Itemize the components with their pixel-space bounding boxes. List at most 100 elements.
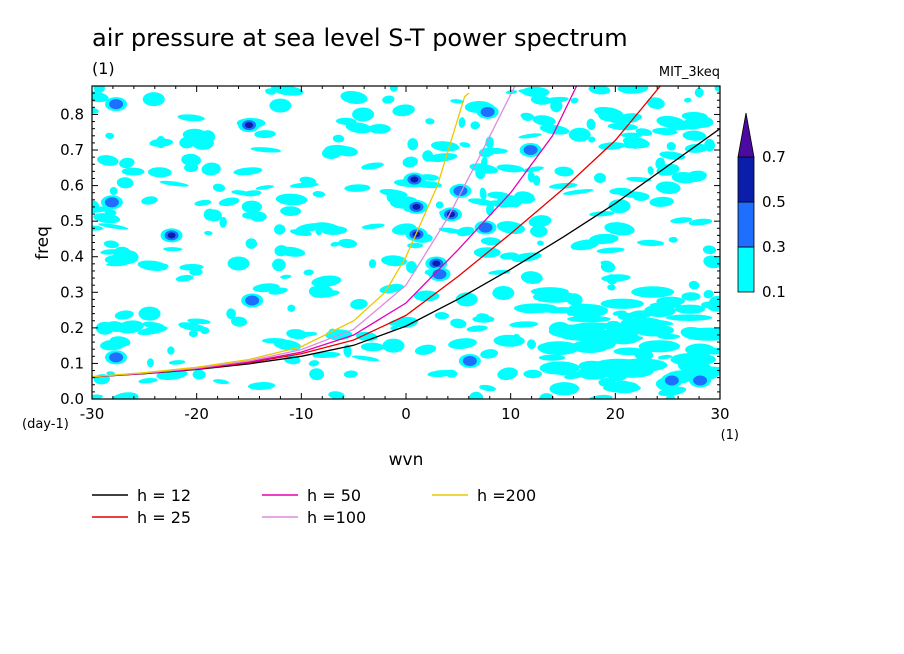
contour-region-mid bbox=[523, 145, 538, 156]
contour-blob bbox=[481, 147, 508, 154]
contour-blob bbox=[233, 167, 263, 176]
contour-blob bbox=[701, 301, 719, 309]
contour-region-mid bbox=[478, 222, 493, 233]
contour-blob bbox=[392, 104, 415, 117]
contour-blob bbox=[593, 172, 606, 184]
series-line bbox=[92, 92, 470, 378]
x-axis-label: wvn bbox=[389, 450, 424, 470]
contour-blob bbox=[694, 87, 704, 98]
contour-region bbox=[227, 256, 250, 271]
contour-blob bbox=[539, 307, 585, 314]
contour-blob bbox=[138, 377, 158, 384]
contour-blob bbox=[299, 176, 317, 186]
contour-blob bbox=[520, 271, 543, 284]
contour-blob bbox=[141, 196, 158, 205]
contour-blob bbox=[647, 166, 654, 175]
contour-blob bbox=[674, 304, 706, 314]
contour-region bbox=[269, 98, 292, 113]
contour-blob bbox=[368, 259, 377, 269]
contour-region bbox=[492, 286, 515, 301]
contour-blob bbox=[666, 141, 676, 151]
contour-blob bbox=[167, 346, 175, 355]
contour-blob bbox=[456, 226, 475, 237]
contour-blob bbox=[530, 225, 548, 238]
contour-blob bbox=[268, 287, 288, 295]
contour-region bbox=[568, 127, 591, 142]
contour-blob bbox=[181, 153, 202, 167]
contour-blob bbox=[528, 215, 552, 228]
contour-blob bbox=[295, 223, 323, 233]
contour-blob bbox=[480, 349, 499, 359]
contour-blob bbox=[466, 325, 488, 332]
contour-blob bbox=[149, 138, 174, 147]
contour-blob bbox=[637, 239, 665, 247]
contour-blob bbox=[548, 182, 578, 189]
contour-blob bbox=[471, 122, 481, 128]
legend-label: h = 50 bbox=[307, 486, 361, 505]
contour-blob bbox=[668, 236, 678, 243]
contour-blob bbox=[493, 334, 525, 347]
contour-blob bbox=[629, 139, 642, 149]
y-tick-label: 0.7 bbox=[60, 141, 84, 159]
contour-blob bbox=[168, 360, 186, 365]
contour-blob bbox=[458, 117, 466, 128]
contour-blob bbox=[92, 394, 103, 399]
contour-blob bbox=[344, 184, 371, 192]
contour-blob bbox=[332, 134, 345, 143]
contour-blob bbox=[527, 171, 536, 183]
contour-blob bbox=[562, 189, 594, 195]
contour-blob bbox=[523, 369, 543, 379]
contour-blob bbox=[231, 316, 248, 327]
contour-blob bbox=[121, 167, 145, 176]
contour-blob bbox=[277, 246, 306, 257]
y-tick-label: 0.8 bbox=[60, 105, 84, 123]
contour-blob bbox=[241, 200, 263, 214]
contour-blob bbox=[684, 97, 692, 103]
contour-region bbox=[191, 135, 214, 150]
contour-blob bbox=[438, 227, 463, 234]
contour-blob bbox=[106, 321, 126, 332]
colorbar: 0.1 0.3 0.5 0.7 bbox=[737, 112, 786, 301]
y-tick-label: 0.2 bbox=[60, 319, 84, 337]
contour-region-high bbox=[412, 203, 421, 210]
contour-blob bbox=[434, 311, 450, 320]
contour-blob bbox=[620, 132, 643, 138]
contour-blob bbox=[532, 291, 577, 303]
contour-blob bbox=[414, 344, 437, 355]
contour-blob bbox=[634, 348, 654, 361]
contour-region-mid bbox=[462, 355, 477, 366]
contour-region-mid bbox=[480, 106, 495, 117]
contour-blob bbox=[98, 223, 129, 230]
contour-blob bbox=[212, 183, 226, 192]
contour-region bbox=[116, 250, 139, 265]
contour-blob bbox=[568, 328, 618, 342]
contour-blob bbox=[609, 187, 632, 195]
contour-blob bbox=[657, 354, 673, 360]
x-tick-label: -10 bbox=[289, 405, 314, 423]
contour-blob bbox=[539, 124, 570, 135]
contour-blob bbox=[655, 181, 681, 194]
contour-blob bbox=[194, 199, 212, 206]
contour-blob bbox=[605, 320, 622, 332]
legend-label: h = 12 bbox=[137, 486, 191, 505]
x-tick-label: 30 bbox=[710, 405, 729, 423]
contour-blob bbox=[106, 262, 128, 267]
contour-blob bbox=[104, 209, 117, 216]
contour-blob bbox=[588, 136, 596, 143]
contour-blob bbox=[179, 263, 204, 271]
contour-blob bbox=[204, 231, 213, 236]
contour-blob bbox=[201, 162, 221, 176]
contour-blob bbox=[280, 274, 292, 279]
x-tick-label: -30 bbox=[80, 405, 105, 423]
contour-blob bbox=[97, 155, 119, 166]
contour-blob bbox=[116, 320, 144, 334]
contour-blob bbox=[179, 136, 196, 149]
contour-blob bbox=[487, 191, 510, 199]
contour-blob bbox=[163, 247, 183, 252]
contour-blob bbox=[518, 89, 547, 97]
legend-label: h =200 bbox=[477, 486, 536, 505]
contour-blob bbox=[249, 211, 267, 222]
contour-blob bbox=[684, 143, 709, 153]
contour-region bbox=[138, 306, 161, 321]
contour-blob bbox=[116, 177, 134, 189]
